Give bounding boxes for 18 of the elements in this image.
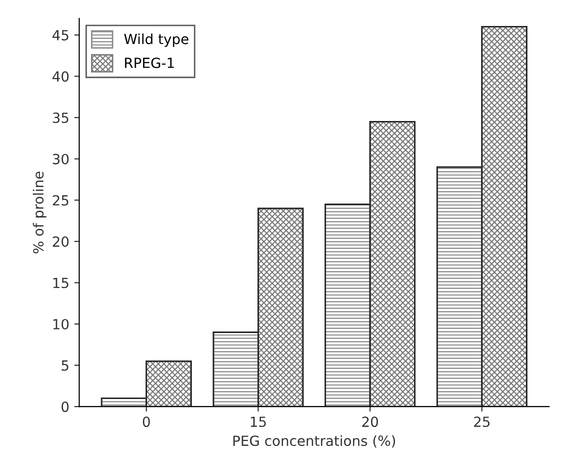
x-tick-label: 0 xyxy=(142,416,150,428)
y-tick-label: 5 xyxy=(62,360,68,371)
x-tick-label: 15 xyxy=(250,416,266,428)
y-tick-label: 0 xyxy=(62,402,69,412)
y-tick-label: 25 xyxy=(52,195,68,206)
x-tick-label: 20 xyxy=(362,416,378,428)
y-tick-label: 35 xyxy=(52,112,68,124)
y-tick-label: 15 xyxy=(53,278,68,288)
x-axis-title: PEG concentrations (%) xyxy=(233,435,396,448)
y-tick-label: 45 xyxy=(52,30,68,40)
y-axis-title: % of proline xyxy=(32,172,46,254)
y-tick-label: 20 xyxy=(52,236,69,247)
x-tick-label: 25 xyxy=(474,416,490,428)
y-tick-label: 10 xyxy=(53,318,69,330)
legend-label: RPEG-1 xyxy=(125,58,174,68)
y-tick-label: 30 xyxy=(52,154,69,164)
legend-label: Wild type xyxy=(124,33,188,47)
y-tick-label: 40 xyxy=(52,71,69,82)
